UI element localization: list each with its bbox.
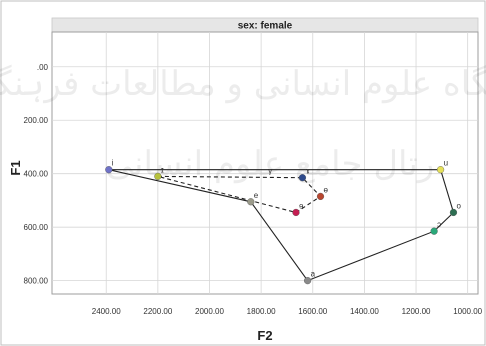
grid-lines [52, 32, 478, 294]
vowel-point-label: ɔ [437, 220, 441, 229]
vowel-point-label: u [444, 159, 448, 168]
x-tick-label: 1200.00 [402, 307, 431, 316]
vowel-point [436, 166, 445, 174]
vowel-point [316, 192, 325, 201]
x-tick-label: 1800.00 [247, 307, 276, 316]
vowel-point-label: ɪ [161, 165, 164, 174]
y-tick-label: 400.00 [24, 170, 49, 179]
x-tick-label: 2400.00 [92, 307, 121, 316]
x-tick-label: 2200.00 [143, 307, 172, 316]
plot-area [51, 31, 479, 295]
chart-title: sex: female [238, 21, 293, 32]
vowel-point [449, 208, 458, 217]
y-tick-label: 200.00 [24, 116, 49, 125]
vowel-point-label: ɵ [324, 185, 329, 194]
vowel-point [105, 166, 113, 174]
x-tick-label: 2000.00 [195, 307, 224, 316]
vowel-point-label: i [112, 159, 114, 168]
y-axis-title: F1 [8, 160, 23, 175]
vowel-point-label: o [456, 201, 461, 210]
annotation-label: γ [268, 167, 272, 176]
vowel-point [430, 227, 438, 235]
y-tick-label: 800.00 [24, 277, 49, 286]
vowel-point-label: ɤ [305, 167, 310, 176]
vowel-points: i ɪ e a ɘ ɤ ɵ ɔ o u γ [105, 159, 461, 285]
y-tick-label: .00 [37, 63, 49, 72]
y-tick-label: 600.00 [24, 223, 49, 232]
vowel-point [247, 198, 255, 206]
vowel-point [304, 277, 312, 285]
vowel-point-label: ɘ [299, 201, 304, 210]
x-tick-labels: 2400.00 2200.00 2000.00 1800.00 1600.00 1400.… [92, 307, 483, 316]
y-tick-labels: .00 200.00 400.00 600.00 800.00 [24, 63, 49, 286]
vowel-point [154, 172, 162, 180]
x-axis-title: F2 [257, 328, 272, 343]
x-tick-label: 1400.00 [350, 307, 379, 316]
vowel-point-label: e [254, 191, 259, 200]
watermark-line-1: ژوہشگاه علوم انسانی و مطالعات فرہنگی [0, 64, 486, 104]
vowel-point [292, 208, 300, 217]
vowel-point [298, 174, 307, 182]
x-tick-label: 1600.00 [298, 307, 327, 316]
vowel-point-label: a [311, 270, 316, 279]
x-tick-label: 1000.00 [453, 307, 482, 316]
